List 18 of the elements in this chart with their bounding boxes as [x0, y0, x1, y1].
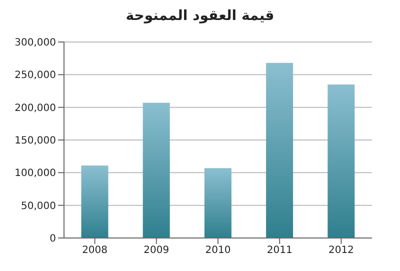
- bar: [328, 84, 355, 238]
- y-tick-label: 100,000: [14, 168, 56, 180]
- bar: [266, 62, 294, 238]
- y-tick-label: 200,000: [14, 102, 56, 114]
- y-tick-label: 250,000: [14, 70, 56, 82]
- bar: [142, 102, 170, 238]
- x-tick-label: 2008: [82, 245, 108, 256]
- y-tick-label: 50,000: [21, 200, 56, 212]
- x-tick-label: 2012: [328, 245, 354, 256]
- x-tick-label: 2011: [266, 245, 292, 256]
- bar: [204, 168, 232, 238]
- bar: [81, 165, 108, 238]
- y-tick-label: 0: [50, 234, 56, 245]
- chart-title: قيمة العقود الممنوحة: [124, 8, 276, 26]
- y-tick-label: 150,000: [14, 136, 56, 147]
- x-tick-label: 2009: [144, 245, 170, 256]
- y-tick-label: 300,000: [14, 38, 56, 49]
- x-tick-label: 2010: [205, 245, 231, 256]
